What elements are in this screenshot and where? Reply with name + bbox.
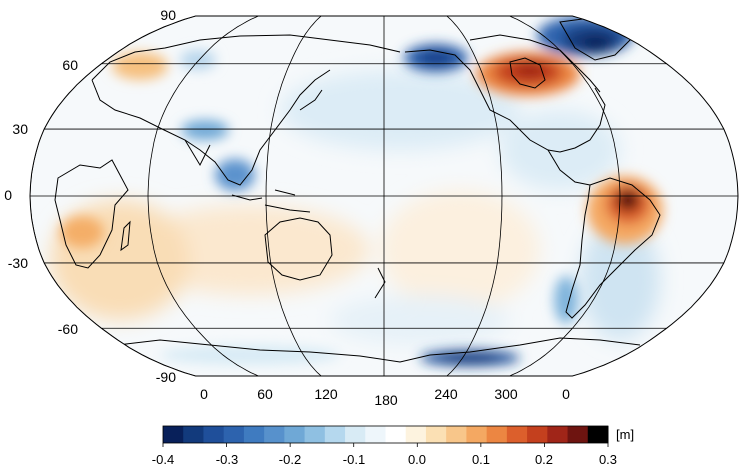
colorbar-swatch [304, 426, 326, 443]
globe-outline [29, 15, 739, 377]
colorbar-swatch [405, 426, 427, 443]
lon-label-0-east: 0 [562, 386, 570, 402]
meridian-line [147, 16, 259, 376]
colorbar-swatch [365, 426, 386, 443]
colorbar-frame [162, 425, 609, 444]
meridian-line [265, 16, 322, 376]
lat-label-minus90: -90 [155, 369, 176, 385]
lon-label-60: 60 [257, 386, 273, 402]
colorbar-swatch [425, 426, 447, 443]
lat-label-minus60: -60 [57, 321, 78, 337]
anomaly-hotspots [60, 16, 663, 366]
colorbar-swatch [486, 426, 508, 443]
colorbar-tick-label: -0.4 [151, 452, 175, 467]
colorbar-swatch [183, 426, 204, 443]
colorbar-tick-label: -0.3 [215, 452, 239, 467]
colorbar-unit: [m] [616, 427, 635, 442]
colorbar-swatch [446, 426, 467, 443]
colorbar-tick-label: 0.1 [471, 452, 491, 467]
colorbar-swatch [547, 426, 569, 443]
colorbar [162, 425, 609, 447]
colorbar-tick-label: 0.2 [534, 452, 554, 467]
lat-label-0: 0 [4, 187, 12, 203]
lat-label-60: 60 [62, 57, 78, 73]
colorbar-swatch [567, 426, 589, 443]
lon-label-300: 300 [494, 386, 518, 402]
colorbar-tick-label: 0.3 [598, 452, 618, 467]
colorbar-swatch [587, 426, 609, 443]
lon-label-240: 240 [434, 386, 458, 402]
meridian-line [446, 16, 503, 376]
colorbar-swatch [466, 426, 488, 443]
lon-label-0: 0 [200, 386, 208, 402]
lon-label-180: 180 [374, 392, 398, 408]
colorbar-swatch [345, 426, 366, 443]
lat-label-minus30: -30 [7, 255, 28, 271]
colorbar-swatch [264, 426, 285, 443]
colorbar-swatch [203, 426, 225, 443]
coastlines [54, 17, 661, 363]
colorbar-swatch [385, 426, 407, 443]
colorbar-tick-label: -0.1 [342, 452, 366, 467]
anomaly-field [50, 70, 660, 345]
lon-label-120: 120 [314, 386, 338, 402]
colorbar-tick-label: -0.2 [278, 452, 302, 467]
colorbar-swatch [223, 426, 245, 443]
colorbar-swatch [324, 426, 346, 443]
colorbar-swatch [527, 426, 548, 443]
colorbar-tick-label: 0.0 [407, 452, 427, 467]
colorbar-swatch [163, 426, 184, 443]
colorbar-swatch [284, 426, 306, 443]
lat-label-30: 30 [12, 121, 28, 137]
meridian-line [509, 16, 621, 376]
colorbar-swatch [243, 426, 265, 443]
lat-label-90: 90 [160, 7, 176, 23]
colorbar-swatch [506, 426, 528, 443]
